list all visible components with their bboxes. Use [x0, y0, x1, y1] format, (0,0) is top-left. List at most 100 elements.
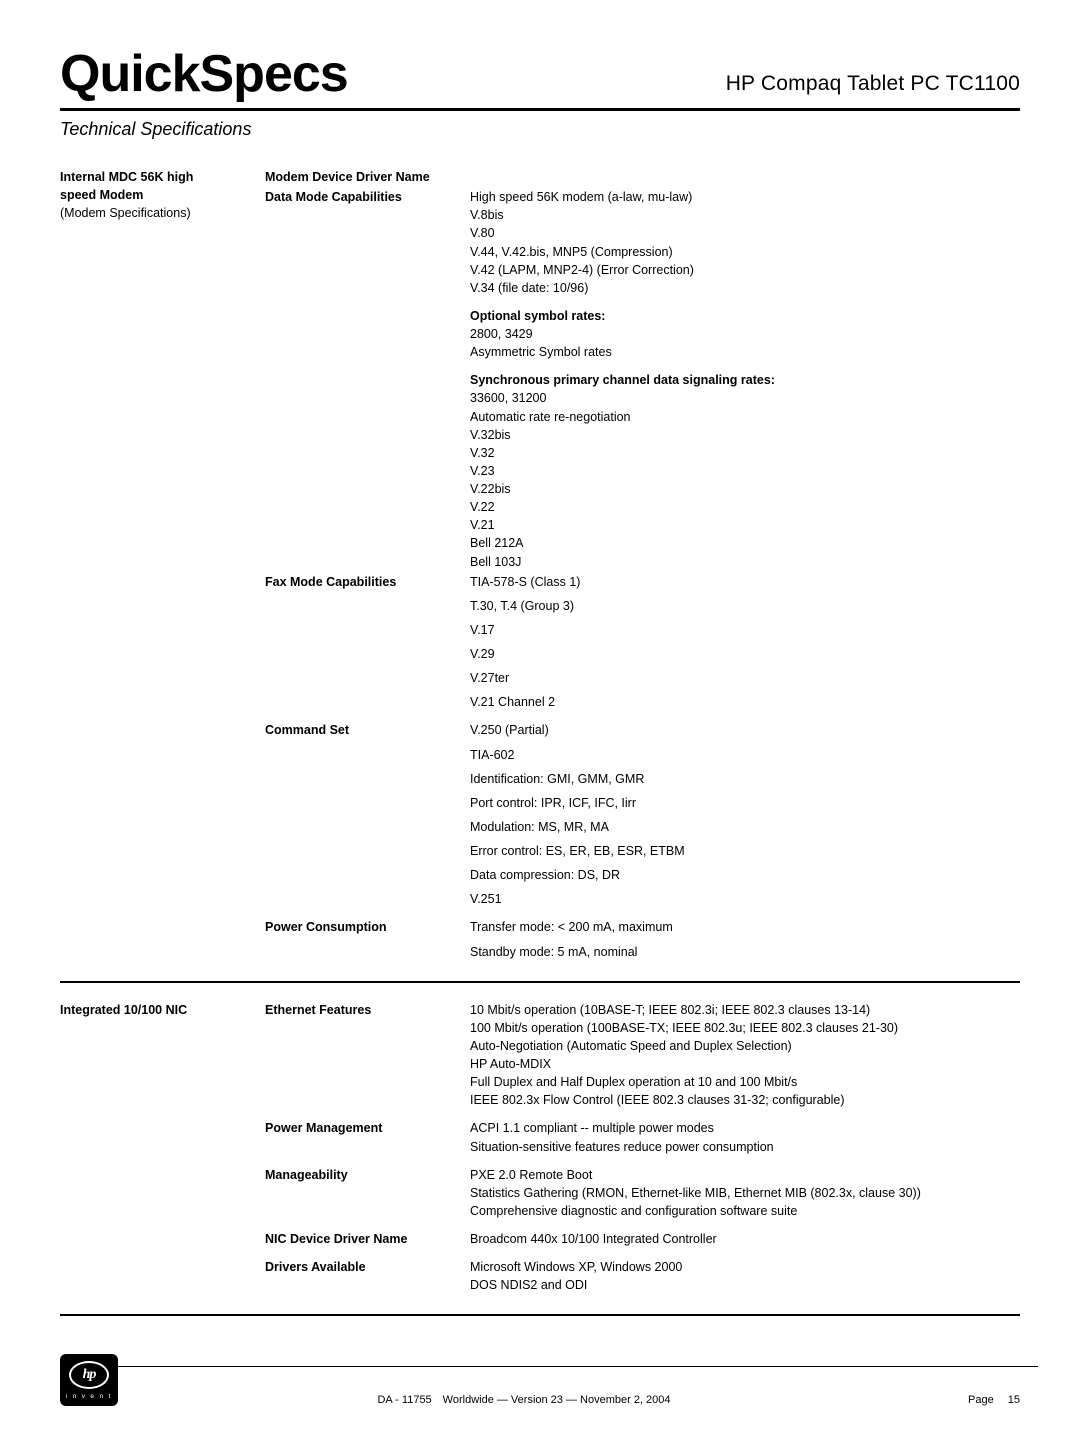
ethernet-value: 10 Mbit/s operation (10BASE-T; IEEE 802.…: [470, 1001, 1020, 1110]
power-value: Transfer mode: < 200 mA, maximum Standby…: [470, 918, 1020, 960]
nic-title: Integrated 10/100 NIC: [60, 1001, 265, 1019]
data-mode-label: Data Mode Capabilities: [265, 188, 470, 571]
cmd-6: Data compression: DS, DR: [470, 866, 1020, 884]
dm-b3-bold: Synchronous primary channel data signali…: [470, 371, 1020, 389]
page: QuickSpecs HP Compaq Tablet PC TC1100 Te…: [0, 0, 1080, 1440]
fax-0: TIA-578-S (Class 1): [470, 573, 1020, 591]
cmd-value: V.250 (Partial) TIA-602 Identification: …: [470, 721, 1020, 908]
fax-2: V.17: [470, 621, 1020, 639]
mgmt-0: PXE 2.0 Remote Boot: [470, 1166, 1020, 1184]
data-mode-value: High speed 56K modem (a-law, mu-law) V.8…: [470, 188, 1020, 571]
fax-5: V.21 Channel 2: [470, 693, 1020, 711]
footer-divider-line: [118, 1366, 1038, 1367]
dm-b3-4: V.23: [470, 462, 1020, 480]
divider-rule-2: [60, 1314, 1020, 1316]
dm-b3-3: V.32: [470, 444, 1020, 462]
drv-1: DOS NDIS2 and ODI: [470, 1276, 1020, 1294]
nic-right-col: Ethernet Features 10 Mbit/s operation (1…: [265, 1001, 1020, 1297]
power-row: Power Consumption Transfer mode: < 200 m…: [265, 918, 1020, 960]
footer-wrap: hp i n v e n t DA - 11755 Worldwide — Ve…: [60, 1354, 1020, 1414]
mgmt-row: Manageability PXE 2.0 Remote Boot Statis…: [265, 1166, 1020, 1220]
dm-b3-7: V.21: [470, 516, 1020, 534]
fax-3: V.29: [470, 645, 1020, 663]
dm-b3-1: Automatic rate re-negotiation: [470, 408, 1020, 426]
pwr-0: Transfer mode: < 200 mA, maximum: [470, 918, 1020, 936]
brand-title: QuickSpecs: [60, 44, 348, 104]
dm-b2-bold: Optional symbol rates:: [470, 307, 1020, 325]
eth-5: IEEE 802.3x Flow Control (IEEE 802.3 cla…: [470, 1091, 1020, 1109]
hp-logo-icon: hp: [69, 1361, 109, 1389]
mgmt-label: Manageability: [265, 1166, 470, 1220]
product-title: HP Compaq Tablet PC TC1100: [726, 72, 1020, 96]
mgmt-value: PXE 2.0 Remote Boot Statistics Gathering…: [470, 1166, 1020, 1220]
eth-0: 10 Mbit/s operation (10BASE-T; IEEE 802.…: [470, 1001, 1020, 1019]
eth-4: Full Duplex and Half Duplex operation at…: [470, 1073, 1020, 1091]
page-header: QuickSpecs HP Compaq Tablet PC TC1100: [60, 44, 1020, 104]
drivers-row: Drivers Available Microsoft Windows XP, …: [265, 1258, 1020, 1294]
fax-value: TIA-578-S (Class 1) T.30, T.4 (Group 3) …: [470, 573, 1020, 712]
modem-title-1: Internal MDC 56K high: [60, 168, 265, 186]
modem-group-title: Modem Device Driver Name: [265, 168, 470, 186]
cmd-row: Command Set V.250 (Partial) TIA-602 Iden…: [265, 721, 1020, 908]
nic-driver-label: NIC Device Driver Name: [265, 1230, 470, 1248]
mgmt-1: Statistics Gathering (RMON, Ethernet-lik…: [470, 1184, 1020, 1202]
pm-value: ACPI 1.1 compliant -- multiple power mod…: [470, 1119, 1020, 1155]
pm-label: Power Management: [265, 1119, 470, 1155]
data-mode-block2: Optional symbol rates: 2800, 3429 Asymme…: [470, 307, 1020, 361]
data-mode-block3: Synchronous primary channel data signali…: [470, 371, 1020, 570]
empty-value: [470, 168, 1020, 186]
mgmt-2: Comprehensive diagnostic and configurati…: [470, 1202, 1020, 1220]
hp-logo: hp i n v e n t: [60, 1354, 118, 1406]
modem-subtitle: (Modem Specifications): [60, 204, 265, 222]
ethernet-row: Ethernet Features 10 Mbit/s operation (1…: [265, 1001, 1020, 1110]
cmd-1: TIA-602: [470, 746, 1020, 764]
data-mode-block1: High speed 56K modem (a-law, mu-law) V.8…: [470, 188, 1020, 297]
cmd-0: V.250 (Partial): [470, 721, 1020, 739]
ethernet-label: Ethernet Features: [265, 1001, 470, 1110]
drv-0: Microsoft Windows XP, Windows 2000: [470, 1258, 1020, 1276]
nic-left-col: Integrated 10/100 NIC: [60, 1001, 265, 1297]
hp-logo-subtext: i n v e n t: [66, 1393, 112, 1400]
dm-b1-3: V.44, V.42.bis, MNP5 (Compression): [470, 243, 1020, 261]
dm-b2-1: Asymmetric Symbol rates: [470, 343, 1020, 361]
nic-block: Integrated 10/100 NIC Ethernet Features …: [60, 1001, 1020, 1297]
modem-right-col: Modem Device Driver Name Data Mode Capab…: [265, 168, 1020, 963]
pm-1: Situation-sensitive features reduce powe…: [470, 1138, 1020, 1156]
cmd-4: Modulation: MS, MR, MA: [470, 818, 1020, 836]
pm-row: Power Management ACPI 1.1 compliant -- m…: [265, 1119, 1020, 1155]
dm-b1-1: V.8bis: [470, 206, 1020, 224]
modem-block: Internal MDC 56K high speed Modem (Modem…: [60, 168, 1020, 963]
dm-b1-5: V.34 (file date: 10/96): [470, 279, 1020, 297]
divider-rule-1: [60, 981, 1020, 983]
dm-b3-9: Bell 103J: [470, 553, 1020, 571]
data-mode-row: Data Mode Capabilities High speed 56K mo…: [265, 188, 1020, 571]
footer-inner: hp i n v e n t DA - 11755 Worldwide — Ve…: [60, 1354, 1020, 1406]
dm-b3-8: Bell 212A: [470, 534, 1020, 552]
eth-1: 100 Mbit/s operation (100BASE-TX; IEEE 8…: [470, 1019, 1020, 1037]
eth-2: Auto-Negotiation (Automatic Speed and Du…: [470, 1037, 1020, 1055]
pm-0: ACPI 1.1 compliant -- multiple power mod…: [470, 1119, 1020, 1137]
eth-3: HP Auto-MDIX: [470, 1055, 1020, 1073]
fax-label: Fax Mode Capabilities: [265, 573, 470, 712]
nic-driver-value: Broadcom 440x 10/100 Integrated Controll…: [470, 1230, 1020, 1248]
dm-b3-2: V.32bis: [470, 426, 1020, 444]
page-footer: hp i n v e n t DA - 11755 Worldwide — Ve…: [60, 1334, 1020, 1414]
dm-b2-0: 2800, 3429: [470, 325, 1020, 343]
dm-b3-5: V.22bis: [470, 480, 1020, 498]
dm-b1-2: V.80: [470, 224, 1020, 242]
cmd-5: Error control: ES, ER, EB, ESR, ETBM: [470, 842, 1020, 860]
footer-center-text: DA - 11755 Worldwide — Version 23 — Nove…: [118, 1394, 930, 1406]
cmd-2: Identification: GMI, GMM, GMR: [470, 770, 1020, 788]
modem-title-2: speed Modem: [60, 186, 265, 204]
cmd-label: Command Set: [265, 721, 470, 908]
dm-b3-0: 33600, 31200: [470, 389, 1020, 407]
fax-1: T.30, T.4 (Group 3): [470, 597, 1020, 615]
fax-row: Fax Mode Capabilities TIA-578-S (Class 1…: [265, 573, 1020, 712]
modem-left-col: Internal MDC 56K high speed Modem (Modem…: [60, 168, 265, 963]
cmd-3: Port control: IPR, ICF, IFC, Iirr: [470, 794, 1020, 812]
section-title: Technical Specifications: [60, 119, 1020, 140]
dm-b1-0: High speed 56K modem (a-law, mu-law): [470, 188, 1020, 206]
header-rule: [60, 108, 1020, 111]
drivers-label: Drivers Available: [265, 1258, 470, 1294]
dm-b3-6: V.22: [470, 498, 1020, 516]
